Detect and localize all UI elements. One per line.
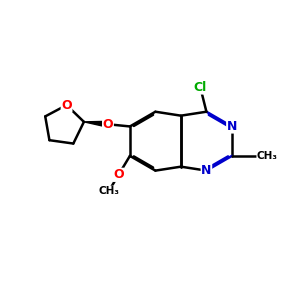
Text: N: N [227,120,237,133]
Polygon shape [84,121,108,127]
Text: O: O [103,118,113,131]
Text: CH₃: CH₃ [98,186,119,196]
Text: N: N [201,164,212,177]
Text: O: O [113,168,124,181]
Text: CH₃: CH₃ [257,151,278,161]
Text: O: O [61,99,72,112]
Text: Cl: Cl [194,81,207,94]
